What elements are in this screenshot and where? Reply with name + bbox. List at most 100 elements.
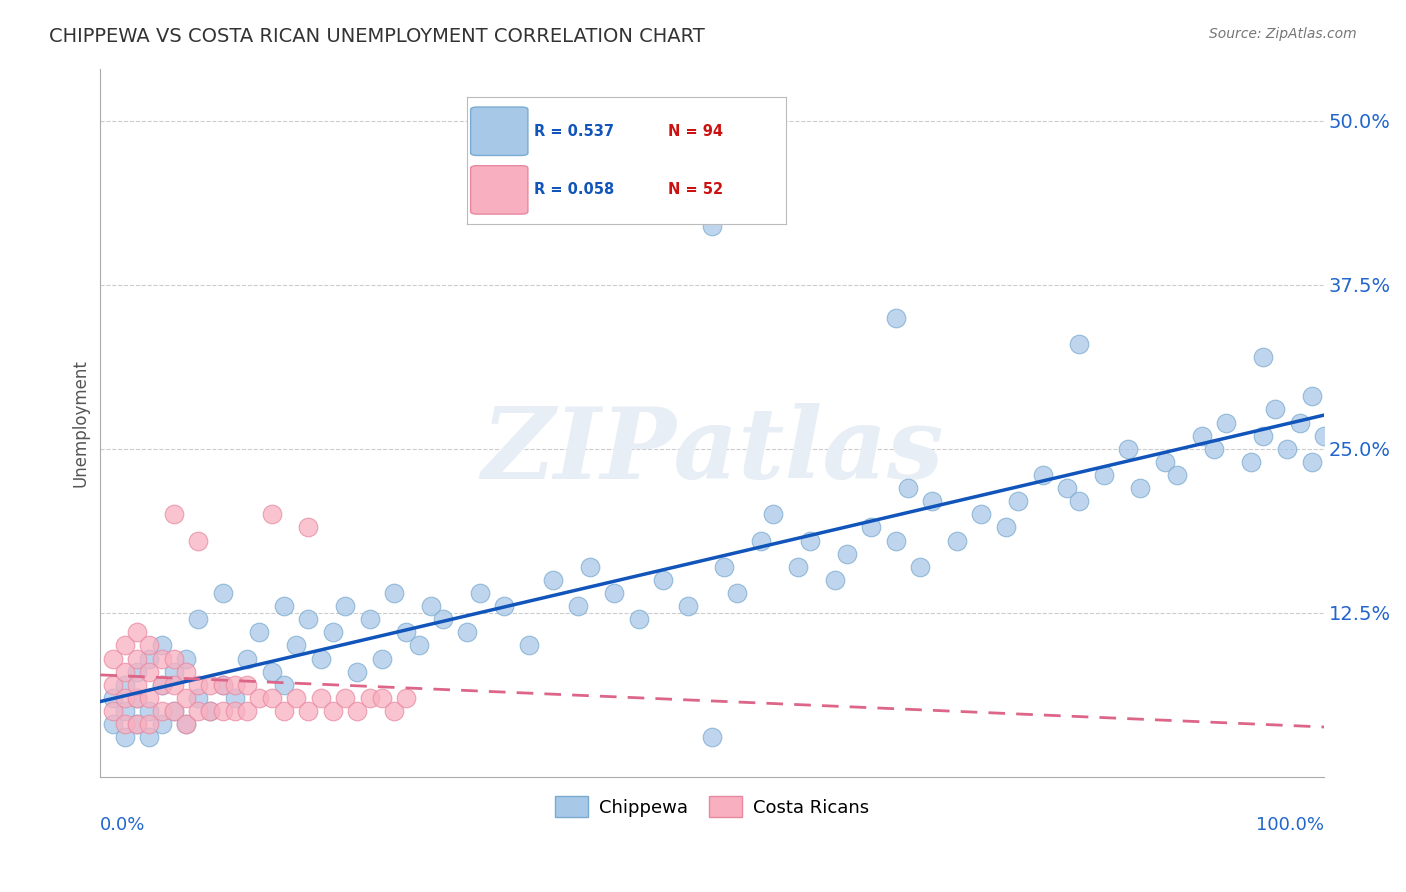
Point xyxy=(382,704,405,718)
Point xyxy=(101,704,124,718)
Point xyxy=(163,704,186,718)
Point xyxy=(187,690,209,705)
Point xyxy=(1277,442,1299,456)
Point xyxy=(786,559,808,574)
Point xyxy=(150,717,173,731)
Point xyxy=(114,731,136,745)
Point xyxy=(1092,468,1115,483)
Point xyxy=(1069,337,1091,351)
Point xyxy=(114,678,136,692)
Point xyxy=(224,704,246,718)
Point xyxy=(114,717,136,731)
Point xyxy=(150,651,173,665)
Point xyxy=(799,533,821,548)
Point xyxy=(860,520,883,534)
Point xyxy=(322,625,344,640)
Point xyxy=(163,678,186,692)
Point xyxy=(408,639,430,653)
Point xyxy=(395,625,418,640)
Y-axis label: Unemployment: Unemployment xyxy=(72,359,89,486)
Point xyxy=(211,586,233,600)
Point xyxy=(309,651,332,665)
Point xyxy=(101,651,124,665)
Point xyxy=(211,678,233,692)
Point xyxy=(897,481,920,495)
Point xyxy=(273,599,295,614)
Point xyxy=(908,559,931,574)
Point xyxy=(333,690,356,705)
Point xyxy=(236,704,259,718)
Point xyxy=(187,533,209,548)
Point xyxy=(371,651,394,665)
Point xyxy=(1154,455,1177,469)
Point xyxy=(762,508,785,522)
Point xyxy=(676,599,699,614)
Point xyxy=(125,678,148,692)
Point xyxy=(150,678,173,692)
Point xyxy=(211,704,233,718)
Point xyxy=(200,704,222,718)
Point xyxy=(163,651,186,665)
Point xyxy=(187,704,209,718)
Point xyxy=(260,665,283,679)
Point xyxy=(432,612,454,626)
Point xyxy=(835,547,858,561)
Point xyxy=(1069,494,1091,508)
Point xyxy=(371,690,394,705)
Point xyxy=(273,678,295,692)
Point xyxy=(101,690,124,705)
Point xyxy=(359,612,381,626)
Point xyxy=(359,690,381,705)
Point xyxy=(150,639,173,653)
Point xyxy=(468,586,491,600)
Point xyxy=(824,573,846,587)
Text: ZIPatlas: ZIPatlas xyxy=(481,402,943,500)
Point xyxy=(138,639,160,653)
Point xyxy=(138,665,160,679)
Point xyxy=(125,690,148,705)
Point xyxy=(211,678,233,692)
Point xyxy=(713,559,735,574)
Point xyxy=(884,533,907,548)
Point xyxy=(125,665,148,679)
Point xyxy=(1056,481,1078,495)
Point xyxy=(224,678,246,692)
Point xyxy=(114,665,136,679)
Point xyxy=(224,690,246,705)
Point xyxy=(125,717,148,731)
Point xyxy=(333,599,356,614)
Point xyxy=(702,731,724,745)
Point xyxy=(884,310,907,325)
Point xyxy=(1288,416,1310,430)
Point xyxy=(125,625,148,640)
Point xyxy=(541,573,564,587)
Point xyxy=(322,704,344,718)
Point xyxy=(970,508,993,522)
Text: CHIPPEWA VS COSTA RICAN UNEMPLOYMENT CORRELATION CHART: CHIPPEWA VS COSTA RICAN UNEMPLOYMENT COR… xyxy=(49,27,704,45)
Point xyxy=(236,678,259,692)
Point xyxy=(517,639,540,653)
Point xyxy=(1116,442,1139,456)
Point xyxy=(1264,402,1286,417)
Point xyxy=(260,508,283,522)
Point xyxy=(125,690,148,705)
Point xyxy=(163,704,186,718)
Point xyxy=(114,639,136,653)
Point xyxy=(1202,442,1225,456)
Point xyxy=(297,520,319,534)
Point xyxy=(1301,389,1323,403)
Point xyxy=(567,599,589,614)
Point xyxy=(1313,428,1336,442)
Point xyxy=(994,520,1017,534)
Point xyxy=(138,651,160,665)
Point xyxy=(1191,428,1213,442)
Point xyxy=(236,651,259,665)
Point xyxy=(174,717,197,731)
Point xyxy=(200,678,222,692)
Point xyxy=(138,690,160,705)
Point xyxy=(627,612,650,626)
Point xyxy=(652,573,675,587)
Point xyxy=(309,690,332,705)
Point xyxy=(702,219,724,233)
Point xyxy=(101,717,124,731)
